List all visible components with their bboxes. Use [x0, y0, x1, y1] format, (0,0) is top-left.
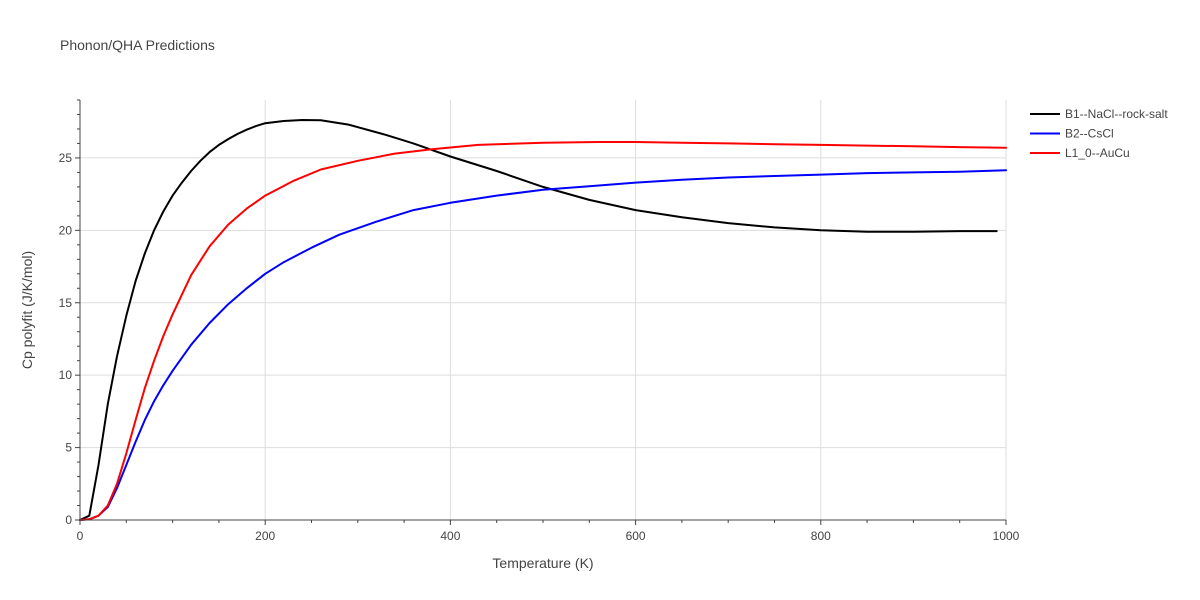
chart-title: Phonon/QHA Predictions [60, 37, 215, 53]
y-tick-label: 15 [59, 296, 73, 310]
y-tick-label: 10 [59, 368, 73, 382]
y-tick-label: 25 [59, 151, 73, 165]
series-line-2 [79, 141, 1007, 521]
y-axis-label: Cp polyfit (J/K/mol) [19, 251, 35, 369]
y-tick-label: 20 [59, 223, 73, 237]
legend-label-2: L1_0--AuCu [1065, 146, 1130, 160]
x-tick-label: 400 [440, 529, 460, 543]
series-layer [79, 119, 1007, 521]
x-tick-label: 800 [811, 529, 831, 543]
legend: B1--NaCl--rock-salt B2--CsCl L1_0--AuCu [1030, 107, 1168, 160]
y-tick-label: 0 [65, 513, 72, 527]
y-tick-label: 5 [65, 441, 72, 455]
x-tick-label: 1000 [993, 529, 1020, 543]
series-line-0 [79, 119, 998, 521]
x-tick-label: 0 [77, 529, 84, 543]
x-tick-label: 600 [626, 529, 646, 543]
axes [75, 99, 1007, 525]
grid [80, 100, 1007, 520]
legend-label-0: B1--NaCl--rock-salt [1065, 107, 1168, 121]
tick-labels: 0 200 400 600 800 1000 0 5 10 15 20 25 [59, 151, 1020, 543]
x-axis-label: Temperature (K) [492, 555, 593, 571]
legend-label-1: B2--CsCl [1065, 127, 1114, 141]
series-line-1 [79, 169, 1007, 521]
x-tick-label: 200 [255, 529, 275, 543]
